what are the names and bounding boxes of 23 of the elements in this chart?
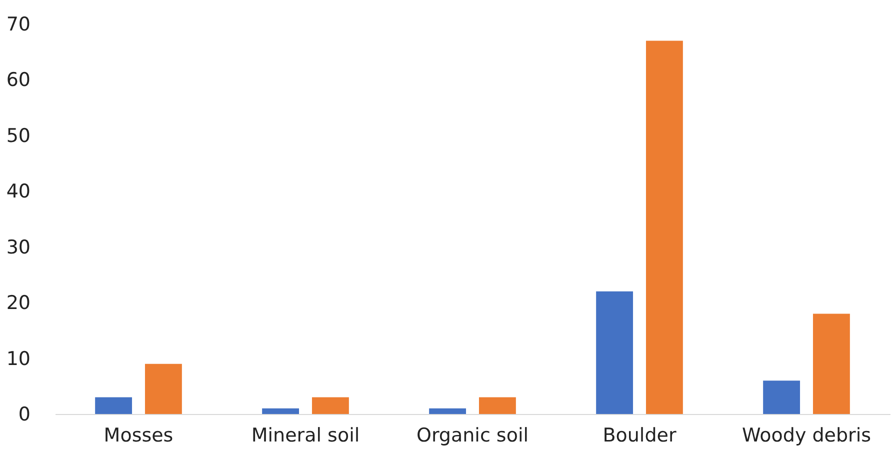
y-tick-label: 0 — [18, 404, 30, 426]
y-tick-label: 10 — [6, 348, 30, 370]
bar — [596, 291, 634, 414]
bar — [312, 397, 349, 414]
y-tick-label: 70 — [6, 14, 30, 36]
x-tick-label: Mosses — [104, 424, 174, 446]
y-tick-label: 50 — [6, 124, 30, 147]
x-tick-label: Mineral soil — [251, 424, 360, 446]
y-tick-label: 20 — [6, 292, 30, 314]
bar — [144, 364, 182, 414]
x-tick-label: Organic soil — [416, 424, 529, 446]
bar — [763, 380, 800, 414]
x-tick-label: Boulder — [602, 424, 676, 446]
x-tick-label: Woody debris — [742, 424, 872, 446]
bar — [429, 408, 466, 414]
bar — [262, 408, 300, 414]
y-tick-label: 40 — [6, 180, 30, 203]
y-tick-label: 60 — [6, 69, 30, 92]
bar — [95, 397, 132, 414]
y-tick-label: 30 — [6, 236, 30, 258]
bar — [646, 40, 683, 414]
bar — [478, 397, 516, 414]
bar — [812, 314, 850, 414]
